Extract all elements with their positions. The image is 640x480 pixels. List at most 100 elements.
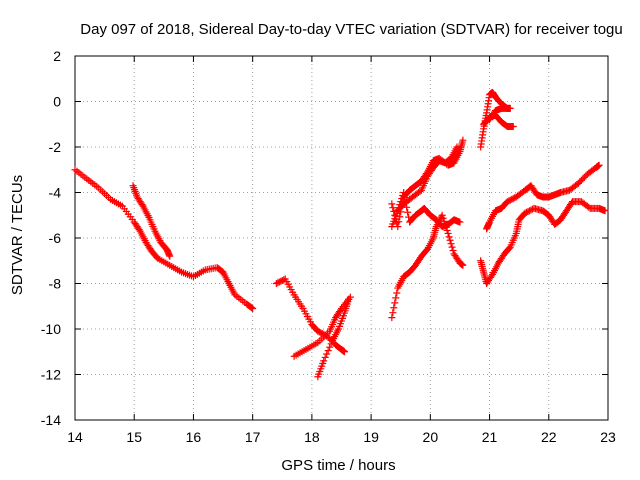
data-point [389,204,397,212]
y-tick-label: -4 [49,185,62,201]
data-point [394,223,402,231]
y-tick-label: 0 [53,94,61,110]
data-point [505,197,513,205]
data-point [392,294,400,302]
x-axis-label: GPS time / hours [281,457,395,474]
data-point [166,252,174,260]
series-track-8 [388,211,467,322]
tick-marks [74,55,609,421]
data-point [579,175,587,183]
series-track-2 [129,182,174,260]
data-point [317,329,325,337]
data-point [439,214,447,222]
chart-title: Day 097 of 2018, Sidereal Day-to-day VTE… [80,21,622,38]
data-point [446,236,454,244]
y-axis-label: SDTVAR / TECUs [9,175,26,295]
data-point [456,218,464,226]
series-track-10 [477,88,514,151]
data-point [324,347,332,355]
x-tick-label: 21 [482,429,498,445]
data-points [71,88,609,381]
data-point [445,233,453,241]
data-point [576,178,584,186]
data-point [272,280,280,287]
x-tick-labels: 14 15 16 17 18 19 20 21 22 23 [67,429,616,445]
data-point [580,173,588,181]
data-point [453,143,461,151]
data-point [585,203,593,211]
data-point [448,243,456,251]
data-point [390,304,398,312]
data-point [440,217,448,225]
y-tick-label: -2 [49,139,62,155]
data-point [396,213,404,221]
y-tick-label: -6 [49,230,62,246]
x-tick-label: 18 [304,429,320,445]
x-tick-label: 14 [67,429,83,445]
data-point [442,223,450,231]
y-tick-label: -10 [41,321,61,337]
data-point [601,207,609,215]
data-point [459,261,467,269]
y-tick-label: -12 [41,367,61,383]
x-tick-label: 15 [126,429,142,445]
series-track-4 [290,293,354,360]
data-point [388,200,396,208]
data-point [345,295,353,303]
x-tick-label: 16 [186,429,202,445]
data-point [388,314,396,322]
y-tick-labels: -14 -12 -10 -8 -6 -4 -2 0 2 [41,48,61,428]
data-point [503,104,511,112]
x-tick-label: 19 [363,429,379,445]
data-point [398,195,406,203]
series-track-9 [394,143,461,215]
data-point [393,289,401,297]
data-point [400,189,408,196]
x-tick-label: 20 [423,429,439,445]
data-point [389,309,397,317]
data-point [443,226,451,234]
grid [75,56,608,420]
series-track-12 [486,104,511,124]
data-point [523,208,531,216]
data-point [524,207,532,215]
data-point [577,176,585,184]
data-point [320,357,328,365]
plot-frame [74,55,609,421]
x-tick-label: 22 [541,429,557,445]
data-point [404,208,412,216]
data-point [521,209,529,217]
data-point [595,161,603,169]
series-track-14 [477,198,609,287]
y-tick-label: -8 [49,276,62,292]
y-tick-label: -14 [41,412,61,428]
data-point [340,348,348,356]
data-point [278,276,286,284]
x-tick-label: 17 [245,429,261,445]
data-point [274,279,282,287]
data-point [275,278,283,286]
data-point [526,207,534,215]
data-point [326,343,334,351]
data-point [248,304,256,312]
data-point [527,206,535,214]
data-point [503,198,511,206]
y-tick-label: 2 [53,48,61,64]
data-point [509,195,517,203]
data-point [249,305,257,313]
data-point [444,229,452,237]
series-track-13 [483,161,603,233]
data-point [506,196,514,204]
data-point [327,340,335,348]
data-point [459,136,467,144]
data-point [508,195,516,203]
data-point [574,179,582,187]
data-point [323,350,331,358]
data-point [449,247,457,255]
data-point [277,277,285,285]
data-point [315,328,323,336]
data-point [321,353,329,361]
x-tick-label: 23 [600,429,616,445]
data-point [391,299,399,307]
